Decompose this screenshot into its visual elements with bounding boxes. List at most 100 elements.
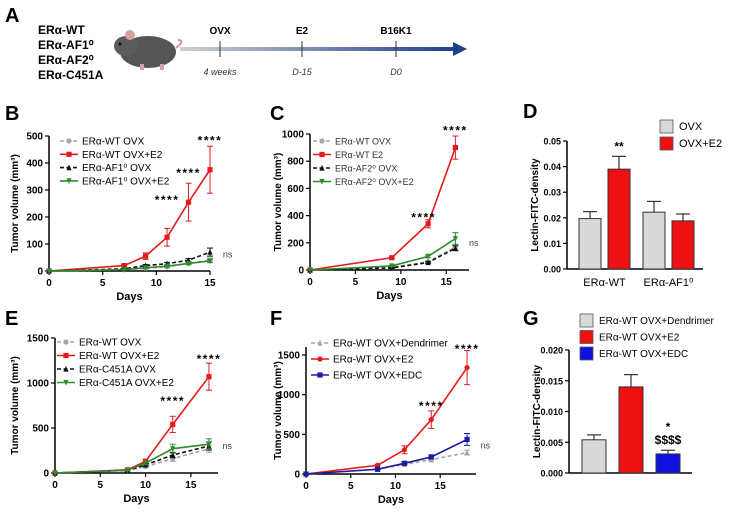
legend-label: ERα-WT OVX xyxy=(335,137,391,147)
data-point-triangle-down xyxy=(319,178,325,185)
y-tick-label: 0.000 xyxy=(540,469,563,479)
legend-label: ERα-WT OVX+Dendrimer xyxy=(333,339,448,350)
y-axis-label: Lectin-FITC-density xyxy=(530,158,541,252)
data-point-square xyxy=(303,471,309,477)
legend-item: ERα-WT OVX+E2 xyxy=(57,351,160,362)
y-tick-label: 0 xyxy=(43,469,49,480)
panel-letter: E xyxy=(5,308,18,330)
y-tick-label: 0.005 xyxy=(540,438,563,448)
x-axis-label: Days xyxy=(123,493,149,505)
x-tick-label: 0 xyxy=(307,277,313,288)
series-line xyxy=(309,247,456,271)
x-axis-label: Days xyxy=(116,291,142,303)
legend-label: ERα-WT E2 xyxy=(335,150,383,160)
legend-label: ERα-WT OVX+E2 xyxy=(79,351,160,362)
series-line xyxy=(309,238,456,271)
legend: ERα-WT OVX+Dendrimer ERα-WT OVX+E2 ERα-WT … xyxy=(311,339,448,382)
significance-annotation: **** xyxy=(411,211,436,225)
chart-panel-g: G Lectin-FITC-density 0.000 0.005 0.010 0.015… xyxy=(523,308,714,479)
bar xyxy=(578,218,602,270)
legend-item: ERα-WT OVX xyxy=(57,338,142,349)
timeline-time-label: 4 weeks xyxy=(203,67,237,77)
series-line xyxy=(54,376,210,474)
legend-swatch xyxy=(579,346,594,361)
data-point-square xyxy=(401,460,408,466)
x-tick-label: 5 xyxy=(97,480,103,491)
significance-annotation: **** xyxy=(443,124,468,138)
x-tick-label: 10 xyxy=(395,277,407,288)
data-point-circle xyxy=(317,356,323,362)
y-tick-label: 200 xyxy=(26,213,43,224)
x-tick-label: 10 xyxy=(151,278,163,289)
legend-item: ERα-AF2⁰ OVX xyxy=(313,164,397,174)
data-point-triangle-down xyxy=(307,267,313,274)
legend-item: OVX+E2 xyxy=(659,136,722,151)
data-point-square xyxy=(207,167,213,173)
y-tick-label: 500 xyxy=(283,430,300,441)
series-line xyxy=(48,169,211,272)
legend-item: ERα-AF2⁰ OVX+E2 xyxy=(313,177,414,187)
data-point-triangle-down xyxy=(46,268,52,275)
data-point-triangle-down xyxy=(164,263,170,270)
data-point-square xyxy=(464,436,470,443)
data-point-circle xyxy=(63,339,69,345)
significance-annotation: **** xyxy=(160,394,185,408)
legend-label: ERα-WT OVX+EDC xyxy=(599,349,688,360)
series xyxy=(307,135,459,273)
data-point-triangle xyxy=(464,449,470,456)
chart-panel-e: E Tumor volume (mm³) 0 500 1000 1500 0 5 10 15 Day… xyxy=(5,308,233,505)
ns-annotation: ns xyxy=(469,238,479,248)
data-point-triangle-down xyxy=(207,258,213,265)
genotype-label: ERα-AF1⁰ xyxy=(38,38,94,52)
significance-annotation: **** xyxy=(155,193,180,207)
y-tick-label: 1000 xyxy=(278,390,301,401)
data-point-square xyxy=(206,374,212,380)
significance-annotation: **** xyxy=(419,399,444,413)
legend-label: ERα-C451A OVX+E2 xyxy=(79,378,174,389)
y-tick-label: 200 xyxy=(287,238,304,249)
mouse-illustration xyxy=(114,30,183,70)
significance-annotation: **** xyxy=(176,166,201,180)
legend-item: ERα-WT OVX xyxy=(60,137,145,148)
y-tick-label: 1500 xyxy=(27,334,50,345)
data-point-triangle-down xyxy=(206,441,212,448)
bar xyxy=(655,453,681,474)
ns-annotation: ns xyxy=(480,440,490,450)
x-tick-label: 0 xyxy=(52,480,58,491)
y-tick-label: 300 xyxy=(26,186,43,197)
significance-annotation: $$$$ xyxy=(655,433,682,447)
legend-label: ERα-WT OVX xyxy=(79,338,142,349)
legend-item: ERα-WT E2 xyxy=(313,150,383,160)
y-tick-label: 0.01 xyxy=(543,239,561,249)
legend-label: ERα-AF2⁰ OVX+E2 xyxy=(335,177,414,187)
bar xyxy=(642,211,666,270)
data-point-circle xyxy=(428,417,434,423)
timeline-time-label: D0 xyxy=(390,67,402,77)
data-point-square xyxy=(319,151,325,158)
x-tick-label: 5 xyxy=(348,481,354,492)
series xyxy=(303,433,471,477)
timeline-event-label: OVX xyxy=(209,26,230,37)
timeline-event-label: E2 xyxy=(296,26,309,37)
timeline-time-label: D-15 xyxy=(292,67,313,77)
y-tick-label: 1000 xyxy=(27,379,50,390)
legend-item: ERα-C451A OVX xyxy=(57,365,156,376)
legend-label: OVX xyxy=(679,121,703,133)
data-point-square xyxy=(317,372,323,378)
legend-item: ERα-WT OVX+E2 xyxy=(311,355,414,366)
data-point-triangle-down xyxy=(124,467,131,474)
y-tick-label: 0.05 xyxy=(543,137,561,147)
y-tick-label: 0 xyxy=(298,266,304,277)
series xyxy=(52,438,212,477)
legend-item: ERα-WT OVX+Dendrimer xyxy=(311,339,448,350)
series-line xyxy=(48,251,211,272)
series-line xyxy=(48,260,211,272)
series-line xyxy=(54,443,210,474)
bar xyxy=(618,386,644,474)
x-tick-label: 10 xyxy=(140,480,152,491)
x-tick-label: 15 xyxy=(435,481,447,492)
y-tick-label: 500 xyxy=(32,424,49,435)
timeline-event-label: B16K1 xyxy=(380,26,412,37)
ns-annotation: ns xyxy=(223,441,233,451)
legend-label: ERα-WT OVX+E2 xyxy=(599,333,680,344)
